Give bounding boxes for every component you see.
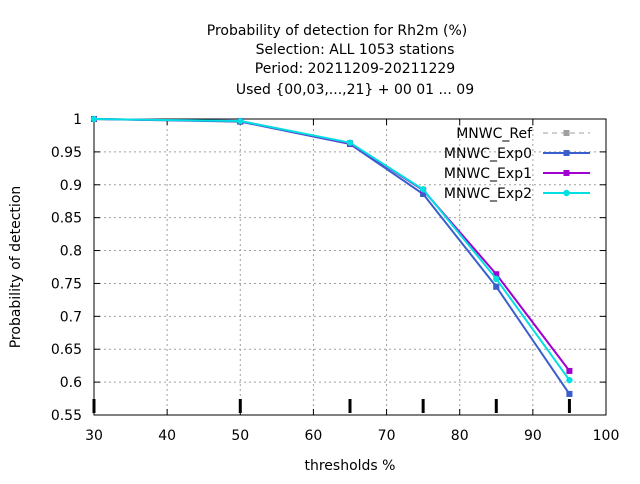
legend-label: MNWC_Ref: [456, 126, 533, 142]
data-point: [566, 390, 573, 397]
series-line: [93, 118, 571, 381]
data-point: [493, 271, 500, 278]
axes: 30 40 50 60 70 80 90 100 0.55 0.6 0.65 0.7 0.75 0.8 0.…: [51, 112, 620, 444]
data-point: [493, 283, 500, 290]
legend-marker: [563, 150, 570, 156]
x-tick-label: 100: [593, 428, 620, 444]
data-point: [419, 186, 427, 193]
y-tick-label: 0.55: [51, 408, 82, 424]
legend-marker: [563, 170, 570, 176]
series-layer: [90, 115, 573, 397]
x-tick-label: 80: [451, 428, 469, 444]
x-axis-label: thresholds %: [305, 458, 396, 474]
y-tick-label: 0.7: [60, 309, 82, 325]
data-point: [566, 376, 573, 384]
x-tick-label: 60: [305, 428, 323, 444]
y-tick-label: 1: [73, 112, 82, 128]
y-tick-label: 0.8: [60, 244, 82, 260]
data-point: [493, 275, 500, 283]
data-point: [566, 367, 573, 374]
title-line-1: Probability of detection for Rh2m (%): [207, 23, 468, 39]
title-line-4: Used {00,03,...,21} + 00 01 ... 09: [236, 82, 474, 98]
x-tick-label: 90: [524, 428, 542, 444]
legend-label: MNWC_Exp0: [444, 146, 532, 162]
legend-marker: [563, 130, 570, 136]
x-tick-label: 40: [158, 428, 176, 444]
title-line-3: Period: 20211209-20211229: [255, 61, 455, 77]
y-tick-label: 0.85: [51, 211, 82, 227]
data-point: [90, 115, 98, 123]
chart-title: Probability of detection for Rh2m (%) Se…: [207, 23, 474, 98]
series-MNWC_Exp2: [90, 115, 573, 384]
legend: MNWC_Ref MNWC_Exp0 MNWC_Exp1 MNWC_Exp2: [444, 126, 590, 202]
title-line-2: Selection: ALL 1053 stations: [256, 42, 455, 58]
y-tick-label: 0.65: [51, 342, 82, 358]
data-point: [420, 190, 427, 197]
legend-label: MNWC_Exp1: [444, 166, 532, 182]
y-tick-label: 0.95: [51, 145, 82, 161]
legend-label: MNWC_Exp2: [444, 186, 532, 202]
x-tick-label: 30: [85, 428, 103, 444]
data-point: [346, 139, 354, 146]
data-point: [237, 117, 244, 125]
plot-frame: [93, 118, 607, 416]
y-tick-label: 0.9: [60, 178, 82, 194]
y-tick-label: 0.6: [60, 375, 82, 391]
y-tick-label: 0.75: [51, 276, 82, 292]
x-tick-label: 50: [231, 428, 249, 444]
grid-lines: [94, 119, 606, 415]
y-axis-label: Probability of detection: [8, 186, 24, 349]
x-tick-label: 70: [378, 428, 396, 444]
legend-marker: [563, 189, 570, 197]
